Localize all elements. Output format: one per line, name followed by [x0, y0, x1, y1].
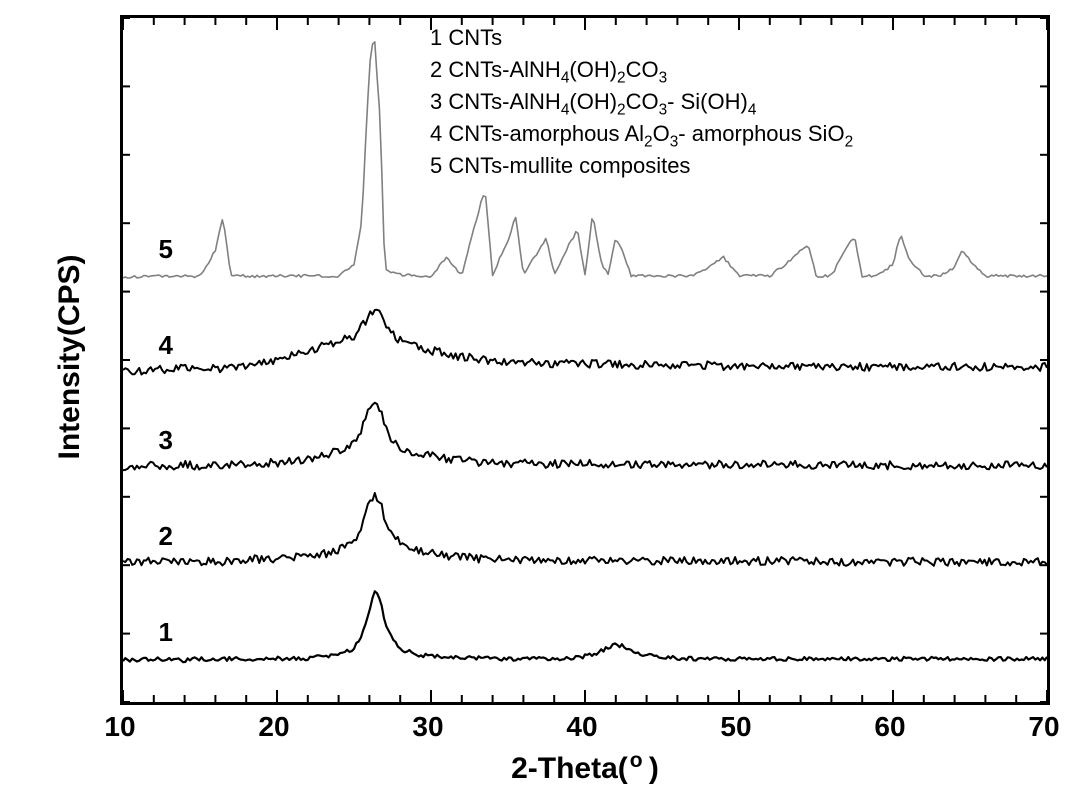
legend-item-5: 5 CNTs-mullite composites: [430, 153, 690, 179]
xrd-curve-4: [123, 310, 1047, 375]
x-tick-70: 70: [1024, 711, 1064, 743]
x-tick-30: 30: [408, 711, 448, 743]
series-label-4: 4: [159, 330, 173, 361]
legend-item-num: 2: [430, 57, 442, 82]
xrd-curve-3: [123, 403, 1047, 471]
x-tick-60: 60: [870, 711, 910, 743]
series-label-5: 5: [159, 234, 173, 265]
legend-item-1: 1 CNTs: [430, 25, 502, 51]
legend-item-text: CNTs-amorphous Al2O3- amorphous SiO2: [448, 121, 853, 146]
legend-item-text: CNTs-mullite composites: [448, 153, 690, 178]
legend-item-num: 3: [430, 89, 442, 114]
x-tick-40: 40: [562, 711, 602, 743]
x-tick-50: 50: [716, 711, 756, 743]
x-tick-20: 20: [254, 711, 294, 743]
legend-item-text: CNTs-AlNH4(OH)2CO3: [448, 57, 667, 82]
legend-item-num: 4: [430, 121, 442, 146]
x-axis-label-text: 2-Theta(o ): [511, 752, 659, 785]
legend-item-num: 5: [430, 153, 442, 178]
x-tick-10: 10: [100, 711, 140, 743]
legend-item-num: 1: [430, 25, 442, 50]
legend-item-text: CNTs: [448, 25, 502, 50]
legend-item-4: 4 CNTs-amorphous Al2O3- amorphous SiO2: [430, 121, 853, 151]
x-axis-label: 2-Theta(o ): [465, 749, 705, 786]
series-label-3: 3: [159, 425, 173, 456]
y-axis-label: Intensity(CPS): [53, 232, 87, 482]
xrd-figure: Intensity(CPS) 10 20 30 40 50 60 70 2-Theta(o …: [0, 0, 1073, 802]
series-label-1: 1: [159, 617, 173, 648]
xrd-curve-2: [123, 493, 1047, 566]
legend-item-2: 2 CNTs-AlNH4(OH)2CO3: [430, 57, 667, 87]
legend-item-text: CNTs-AlNH4(OH)2CO3- Si(OH)4: [448, 89, 756, 114]
legend-item-3: 3 CNTs-AlNH4(OH)2CO3- Si(OH)4: [430, 89, 756, 119]
y-axis-label-text: Intensity(CPS): [53, 254, 86, 459]
xrd-curve-1: [123, 591, 1047, 662]
series-label-2: 2: [159, 521, 173, 552]
